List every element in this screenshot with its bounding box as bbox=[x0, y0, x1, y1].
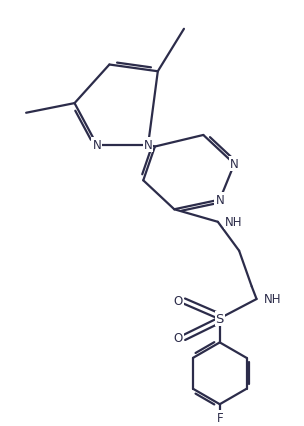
Text: F: F bbox=[216, 411, 223, 424]
Text: N: N bbox=[216, 194, 224, 207]
Text: NH: NH bbox=[264, 293, 282, 306]
Text: N: N bbox=[144, 139, 153, 152]
Text: N: N bbox=[230, 158, 239, 171]
Text: O: O bbox=[174, 295, 183, 308]
Text: N: N bbox=[92, 139, 101, 152]
Text: NH: NH bbox=[225, 216, 243, 229]
Text: O: O bbox=[174, 331, 183, 344]
Text: S: S bbox=[216, 312, 224, 325]
